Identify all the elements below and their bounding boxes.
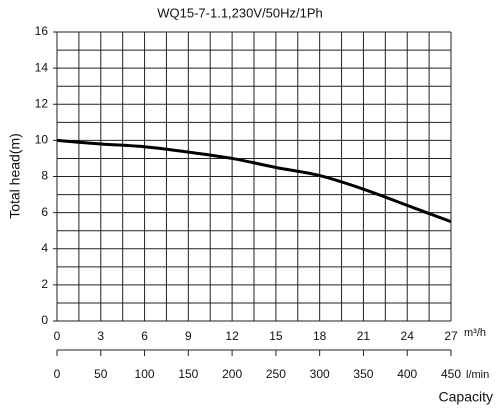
x-tick-label: 24: [401, 329, 415, 343]
x2-tick-label: 250: [266, 367, 286, 381]
y-tick-label: 16: [35, 24, 49, 38]
x-tick-label: 3: [97, 329, 104, 343]
y-tick-label: 8: [41, 169, 48, 183]
x2-tick-label: 350: [353, 367, 373, 381]
x2-tick-label: 400: [397, 367, 417, 381]
x-tick-label: 6: [141, 329, 148, 343]
x-axis-unit: m³/h: [464, 327, 486, 339]
x-tick-label: 9: [185, 329, 192, 343]
x2-tick-label: 200: [222, 367, 242, 381]
x-tick-label: 12: [225, 329, 239, 343]
x2-tick-label: 100: [135, 367, 155, 381]
y-tick-label: 6: [41, 205, 48, 219]
chart-title: WQ15-7-1.1,230V/50Hz/1Ph: [157, 5, 322, 20]
x-tick-label: 18: [313, 329, 327, 343]
x-tick-label: 27: [444, 329, 458, 343]
x-tick-label: 0: [54, 329, 61, 343]
x2-tick-label: 300: [310, 367, 330, 381]
x-axis-label: Capacity: [439, 389, 493, 405]
y-tick-label: 4: [41, 241, 48, 255]
x2-tick-label: 450: [441, 367, 461, 381]
x2-tick-label: 50: [94, 367, 108, 381]
x-tick-label: 21: [357, 329, 371, 343]
x2-tick-label: 150: [178, 367, 198, 381]
x2-axis-unit: l/min: [466, 369, 489, 381]
y-tick-label: 0: [41, 313, 48, 327]
y-tick-label: 12: [35, 96, 49, 110]
y-axis-label: Total head(m): [7, 133, 23, 219]
y-tick-label: 14: [35, 60, 49, 74]
y-tick-label: 2: [41, 277, 48, 291]
x-tick-label: 15: [269, 329, 283, 343]
x2-tick-label: 0: [54, 367, 61, 381]
y-tick-label: 10: [35, 133, 49, 147]
curve: [56, 138, 452, 224]
